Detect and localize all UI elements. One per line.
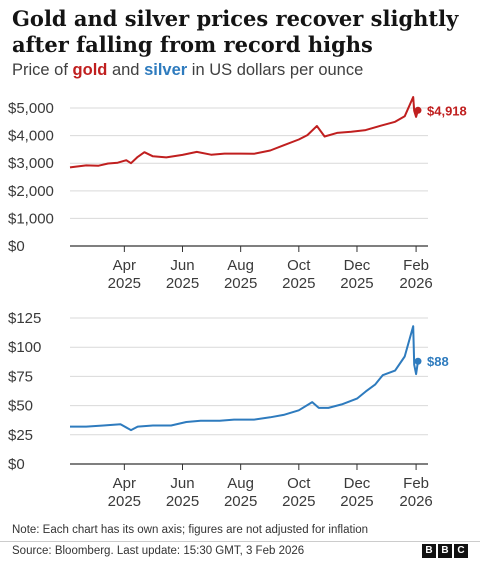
silver-xtick-month: Apr bbox=[113, 475, 136, 492]
silver-ytick-label: $50 bbox=[8, 398, 33, 415]
subtitle-prefix: Price of bbox=[12, 61, 73, 79]
gold-xtick-year: 2025 bbox=[282, 275, 315, 292]
silver-ytick-label: $0 bbox=[8, 456, 25, 473]
silver-xtick-month: Aug bbox=[227, 475, 254, 492]
silver-xtick-year: 2025 bbox=[340, 493, 373, 510]
gold-xtick-year: 2025 bbox=[166, 275, 199, 292]
gold-ytick-label: $5,000 bbox=[8, 100, 54, 117]
gold-ytick-label: $1,000 bbox=[8, 210, 54, 227]
silver-xtick-month: Dec bbox=[344, 475, 371, 492]
silver-ytick-label: $125 bbox=[8, 310, 41, 327]
bbc-logo-letter: B bbox=[438, 544, 452, 558]
silver-xtick-year: 2026 bbox=[399, 493, 432, 510]
subtitle-suffix: in US dollars per ounce bbox=[187, 61, 364, 79]
gold-price-chart: $0$1,000$2,000$3,000$4,000$5,000Apr2025J… bbox=[8, 96, 467, 292]
bbc-logo: B B C bbox=[422, 544, 468, 558]
silver-end-label: $88 bbox=[427, 354, 449, 369]
gold-xtick-month: Feb bbox=[403, 257, 429, 274]
silver-series-line bbox=[70, 325, 419, 432]
gold-series-line bbox=[69, 96, 419, 169]
bbc-logo-letter: C bbox=[454, 544, 468, 558]
source-line: Source: Bloomberg. Last update: 15:30 GM… bbox=[12, 545, 305, 557]
silver-end-point bbox=[414, 357, 422, 365]
gold-end-label: $4,918 bbox=[427, 103, 467, 118]
gold-xtick-year: 2025 bbox=[224, 275, 257, 292]
silver-xtick-month: Jun bbox=[170, 475, 194, 492]
silver-price-chart: $0$25$50$75$100$125Apr2025Jun2025Aug2025… bbox=[8, 310, 449, 510]
silver-xtick-year: 2025 bbox=[166, 493, 199, 510]
subtitle-middle: and bbox=[107, 61, 145, 79]
gold-ytick-label: $4,000 bbox=[8, 128, 54, 145]
gold-xtick-month: Apr bbox=[113, 257, 136, 274]
silver-xtick-year: 2025 bbox=[224, 493, 257, 510]
silver-xtick-month: Oct bbox=[287, 475, 311, 492]
subtitle-gold-word: gold bbox=[72, 61, 108, 79]
subtitle-silver-word: silver bbox=[144, 61, 188, 79]
chart-subtitle: Price of gold and silver in US dollars p… bbox=[12, 61, 363, 80]
chart-title: Gold and silver prices recover slightly … bbox=[12, 6, 459, 57]
gold-xtick-month: Oct bbox=[287, 257, 311, 274]
gold-xtick-month: Dec bbox=[344, 257, 371, 274]
bbc-logo-letter: B bbox=[422, 544, 436, 558]
gold-xtick-year: 2026 bbox=[399, 275, 432, 292]
chart-note: Note: Each chart has its own axis; figur… bbox=[12, 524, 369, 536]
silver-xtick-year: 2025 bbox=[108, 493, 141, 510]
gold-xtick-month: Jun bbox=[170, 257, 194, 274]
silver-xtick-year: 2025 bbox=[282, 493, 315, 510]
silver-ytick-label: $75 bbox=[8, 368, 33, 385]
gold-ytick-label: $2,000 bbox=[8, 183, 54, 200]
gold-ytick-label: $0 bbox=[8, 238, 25, 255]
gold-ytick-label: $3,000 bbox=[8, 155, 54, 172]
silver-ytick-label: $25 bbox=[8, 427, 33, 444]
gold-xtick-year: 2025 bbox=[108, 275, 141, 292]
gold-end-point bbox=[414, 106, 422, 114]
silver-xtick-month: Feb bbox=[403, 475, 429, 492]
gold-xtick-month: Aug bbox=[227, 257, 254, 274]
silver-ytick-label: $100 bbox=[8, 339, 41, 356]
gold-xtick-year: 2025 bbox=[340, 275, 373, 292]
footer-divider bbox=[0, 541, 480, 542]
